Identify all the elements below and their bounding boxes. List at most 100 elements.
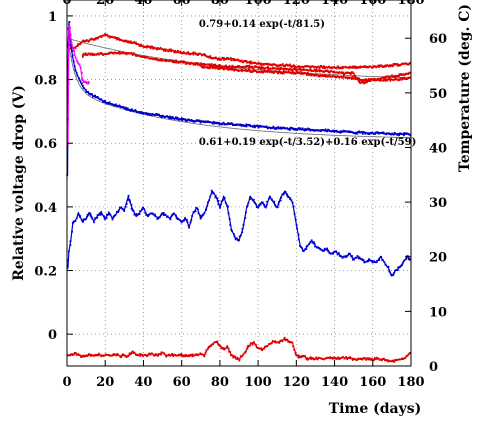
- y-tick-label: 0: [48, 328, 57, 343]
- data-point: [201, 353, 203, 356]
- data-point: [259, 71, 261, 74]
- data-point: [240, 59, 243, 62]
- data-point: [294, 67, 297, 70]
- data-point: [126, 107, 129, 110]
- data-point: [187, 51, 189, 53]
- data-point: [383, 77, 385, 79]
- data-point: [149, 58, 152, 60]
- data-point: [184, 120, 187, 122]
- data-point: [237, 65, 239, 67]
- data-point: [392, 65, 394, 68]
- data-point: [290, 341, 293, 343]
- data-point: [378, 132, 381, 134]
- data-point: [270, 71, 273, 74]
- data-point: [278, 342, 281, 344]
- data-point: [94, 353, 97, 356]
- data-point: [277, 126, 280, 129]
- data-point: [382, 79, 384, 82]
- fit-annotation: 0.79+0.14 exp(-t/81.5): [199, 19, 325, 30]
- data-point: [331, 66, 333, 69]
- data-point: [335, 250, 338, 253]
- data-point: [367, 357, 370, 360]
- data-point: [122, 354, 124, 357]
- data-point: [75, 59, 78, 62]
- data-point: [132, 210, 135, 213]
- data-point: [342, 71, 344, 74]
- data-point: [254, 61, 257, 64]
- data-point: [128, 353, 131, 356]
- data-point: [147, 46, 150, 48]
- data-point: [280, 196, 283, 199]
- data-point: [394, 78, 396, 81]
- data-point: [171, 116, 174, 118]
- data-point: [159, 58, 162, 60]
- data-point: [376, 356, 378, 359]
- data-point: [118, 50, 121, 53]
- data-point: [93, 221, 95, 224]
- data-point: [328, 74, 331, 76]
- data-point: [219, 67, 221, 69]
- data-point: [142, 355, 144, 357]
- data-point: [111, 218, 114, 221]
- data-point: [373, 261, 376, 263]
- data-point: [311, 70, 314, 72]
- data-point: [137, 111, 139, 114]
- data-point: [223, 67, 226, 70]
- data-point: [69, 30, 71, 33]
- y2-tick-label: 20: [429, 251, 447, 266]
- data-point: [246, 205, 248, 208]
- data-point: [313, 68, 316, 71]
- data-point: [252, 342, 254, 344]
- data-point: [186, 219, 188, 221]
- data-point: [254, 202, 256, 204]
- data-point: [170, 354, 172, 356]
- data-point: [175, 59, 177, 62]
- data-point: [251, 126, 254, 128]
- data-point: [138, 45, 141, 47]
- data-point: [247, 344, 249, 347]
- data-point: [383, 261, 386, 263]
- data-point: [256, 124, 259, 127]
- data-point: [71, 354, 74, 356]
- y2-axis-label: Temperature (deg. C): [457, 4, 473, 172]
- data-point: [100, 98, 103, 101]
- data-point: [158, 113, 160, 116]
- data-point: [89, 354, 91, 356]
- data-point: [383, 132, 386, 135]
- data-point: [200, 65, 203, 67]
- data-point: [289, 126, 292, 129]
- data-point: [113, 104, 116, 107]
- data-point: [343, 73, 345, 76]
- data-point: [216, 121, 219, 124]
- data-point: [217, 57, 220, 60]
- data-point: [71, 50, 73, 52]
- data-point: [107, 211, 110, 214]
- data-point: [408, 63, 410, 66]
- data-point: [246, 70, 249, 72]
- data-point: [358, 256, 361, 259]
- data-point: [323, 65, 326, 68]
- data-point: [293, 65, 296, 67]
- data-point: [244, 351, 247, 354]
- data-point: [370, 359, 373, 361]
- data-point: [356, 132, 359, 135]
- data-point: [400, 132, 402, 135]
- data-point: [77, 43, 79, 45]
- data-point: [328, 70, 330, 73]
- data-point: [337, 357, 339, 359]
- data-point: [287, 128, 290, 131]
- data-point: [351, 255, 353, 257]
- data-point: [315, 74, 317, 77]
- data-point: [121, 105, 124, 108]
- data-point: [239, 60, 242, 62]
- data-point: [258, 125, 261, 127]
- data-point: [128, 52, 130, 55]
- data-point: [229, 224, 232, 226]
- data-point: [161, 213, 164, 215]
- data-point: [126, 199, 129, 201]
- data-point: [352, 132, 355, 134]
- data-point: [289, 63, 291, 66]
- data-point: [178, 353, 180, 356]
- data-point: [205, 349, 208, 352]
- data-point: [109, 36, 112, 38]
